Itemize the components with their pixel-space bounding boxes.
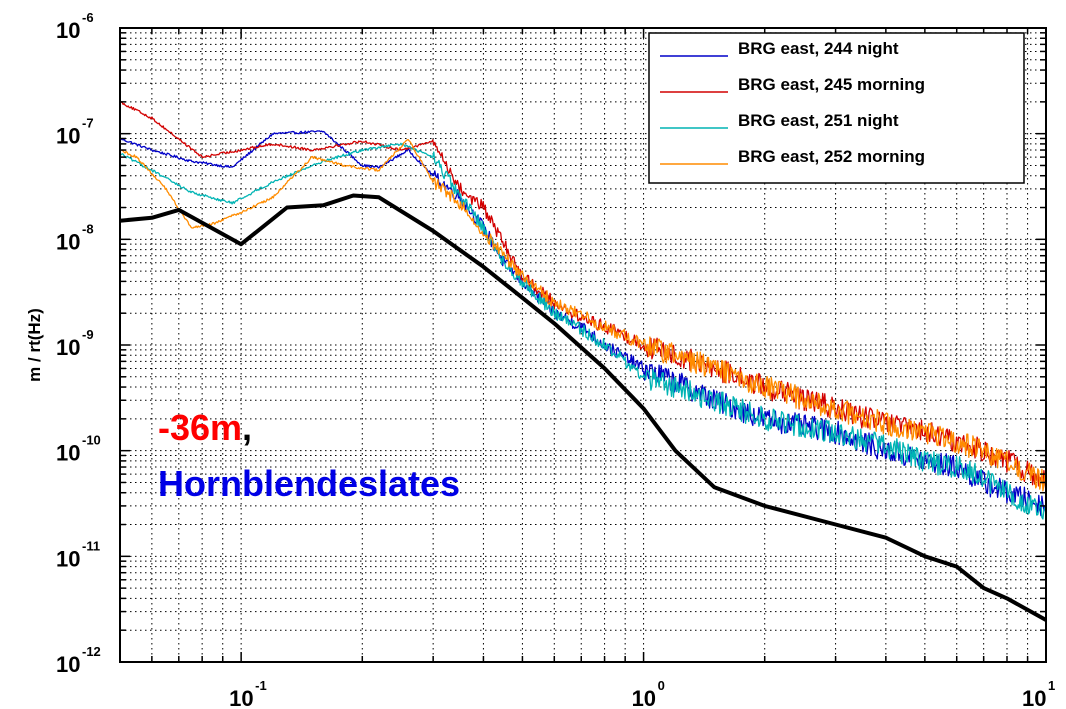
y-tick-exponent: -6 (82, 10, 94, 25)
y-tick-base: 10 (56, 335, 80, 360)
y-tick-label: 10-9 (56, 327, 94, 360)
x-tick-exponent: 0 (658, 678, 665, 693)
x-tick-exponent: 1 (1048, 678, 1055, 693)
x-tick-label: 10-1 (229, 678, 267, 709)
legend-items: BRG east, 244 night BRG east, 245 morning… (660, 39, 925, 166)
legend-label: BRG east, 252 morning (738, 147, 925, 166)
series-line-3 (119, 138, 1047, 492)
y-tick-exponent: -9 (82, 327, 94, 342)
depth-comma: , (242, 407, 253, 448)
legend-entry: BRG east, 244 night (660, 39, 899, 58)
legend-box (648, 32, 1025, 184)
series-line-4 (119, 193, 1047, 622)
x-tick-base: 10 (632, 686, 656, 709)
x-tick-label: 100 (632, 678, 665, 709)
series-line-2 (119, 142, 1047, 520)
y-tick-label: 10-10 (56, 433, 101, 466)
y-tick-base: 10 (56, 124, 80, 149)
legend-label: BRG east, 244 night (738, 39, 899, 58)
rock-type-label: Hornblendeslates (158, 463, 461, 504)
y-tick-exponent: -12 (82, 644, 101, 659)
x-tick-exponent: -1 (255, 678, 267, 693)
x-tick-base: 10 (229, 686, 253, 709)
y-tick-label: 10-12 (56, 644, 101, 677)
rock-type-annotation: Hornblendeslates (158, 462, 460, 506)
y-tick-exponent: -7 (82, 116, 94, 131)
y-tick-base: 10 (56, 546, 80, 571)
series-line-1 (119, 101, 1047, 494)
y-tick-base: 10 (56, 18, 80, 43)
y-tick-exponent: -10 (82, 433, 101, 448)
y-tick-label: 10-6 (56, 10, 94, 43)
legend-entry: BRG east, 251 night (660, 111, 899, 130)
legend-entry: BRG east, 245 morning (660, 75, 925, 94)
x-tick-label: 101 (1022, 678, 1055, 709)
y-tick-label: 10-7 (56, 116, 94, 149)
y-tick-base: 10 (56, 652, 80, 677)
y-tick-base: 10 (56, 441, 80, 466)
y-tick-label: 10-11 (56, 538, 100, 571)
y-tick-label: 10-8 (56, 221, 94, 254)
legend-entry: BRG east, 252 morning (660, 147, 925, 166)
legend: BRG east, 244 night BRG east, 245 morning… (648, 32, 1025, 184)
tick-marks (119, 28, 1047, 663)
y-axis-label: m / rt(Hz) (25, 308, 44, 382)
y-tick-exponent: -8 (82, 221, 94, 236)
legend-label: BRG east, 251 night (738, 111, 899, 130)
legend-label: BRG east, 245 morning (738, 75, 925, 94)
y-tick-exponent: -11 (82, 538, 100, 553)
depth-annotation: -36m, (158, 406, 252, 450)
depth-label: -36m (158, 407, 243, 448)
series-line-0 (119, 130, 1047, 517)
y-tick-base: 10 (56, 229, 80, 254)
series-lines (119, 101, 1047, 622)
x-tick-base: 10 (1022, 686, 1046, 709)
